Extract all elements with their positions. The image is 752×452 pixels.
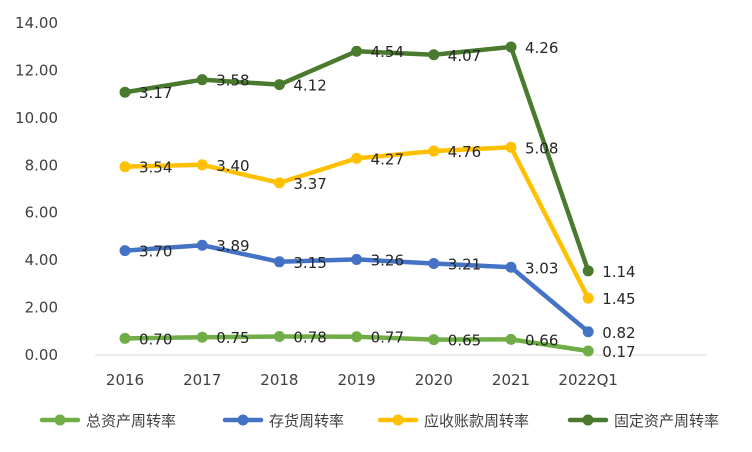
- data-label: 0.65: [448, 332, 481, 350]
- data-point: [119, 161, 131, 173]
- data-label: 0.70: [139, 330, 172, 348]
- legend-swatch-marker: [392, 414, 404, 426]
- legend-swatch-marker: [582, 414, 594, 426]
- series-4: [119, 41, 594, 277]
- legend-label: 总资产周转率: [86, 412, 176, 430]
- data-point: [582, 326, 594, 338]
- data-point: [273, 177, 285, 189]
- data-label: 0.66: [525, 331, 558, 349]
- data-point: [196, 159, 208, 171]
- legend: 总资产周转率 存货周转率 应收账款周转率 固定资产周转率: [39, 412, 719, 430]
- data-label: 3.26: [371, 251, 404, 269]
- data-point: [505, 141, 517, 153]
- data-label: 3.58: [216, 72, 249, 90]
- data-point: [273, 331, 285, 343]
- y-tick-label: 6.00: [25, 204, 58, 222]
- data-point: [582, 345, 594, 357]
- data-label-layer: 0.70 0.75 0.78 0.77 0.65 0.66 0.17 3.70 3.89 3.15…: [139, 39, 636, 361]
- legend-item: 总资产周转率: [39, 412, 176, 430]
- data-label: 5.08: [525, 139, 558, 157]
- data-label: 3.70: [139, 243, 172, 261]
- data-point: [351, 331, 363, 343]
- data-label: 3.54: [139, 159, 172, 177]
- data-point: [196, 74, 208, 86]
- data-label: 4.07: [448, 47, 481, 65]
- data-point: [119, 245, 131, 257]
- data-label: 0.17: [602, 343, 635, 361]
- data-label: 0.82: [602, 324, 635, 342]
- data-point: [428, 334, 440, 346]
- data-point: [428, 257, 440, 269]
- data-point: [351, 253, 363, 265]
- data-point: [505, 261, 517, 273]
- data-label: 4.54: [371, 43, 404, 61]
- legend-swatch-marker: [54, 414, 66, 426]
- legend-swatch-marker: [237, 414, 249, 426]
- data-point: [351, 152, 363, 164]
- data-point: [505, 333, 517, 345]
- data-label: 4.26: [525, 39, 558, 57]
- data-label: 4.12: [293, 77, 326, 95]
- data-label: 3.40: [216, 157, 249, 175]
- legend-item: 应收账款周转率: [377, 412, 529, 430]
- legend-label: 应收账款周转率: [424, 412, 529, 430]
- data-point: [582, 265, 594, 277]
- data-point: [273, 256, 285, 268]
- y-tick-label: 8.00: [25, 156, 58, 174]
- y-tick-label: 14.00: [15, 14, 58, 32]
- y-tick-label: 12.00: [15, 61, 58, 79]
- data-point: [428, 49, 440, 61]
- series-3: [119, 141, 594, 304]
- data-point: [351, 45, 363, 57]
- data-label: 0.78: [293, 329, 326, 347]
- x-tick-label: 2017: [183, 371, 221, 389]
- x-tick-label: 2020: [415, 371, 453, 389]
- data-label: 0.75: [216, 329, 249, 347]
- x-tick-label: 2021: [492, 371, 530, 389]
- data-point: [428, 145, 440, 157]
- data-label: 4.76: [448, 143, 481, 161]
- legend-item: 存货周转率: [222, 412, 344, 430]
- data-point: [119, 332, 131, 344]
- legend-label: 固定资产周转率: [614, 412, 719, 430]
- x-tick-label: 2019: [338, 371, 376, 389]
- data-point: [582, 292, 594, 304]
- y-tick-label: 4.00: [25, 251, 58, 269]
- series-layer: [119, 41, 594, 357]
- data-label: 4.27: [371, 150, 404, 168]
- data-label: 1.45: [602, 290, 635, 308]
- data-label: 3.17: [139, 84, 172, 102]
- data-point: [119, 86, 131, 98]
- data-point: [196, 331, 208, 343]
- y-tick-label: 0.00: [25, 346, 58, 364]
- axis-layer: 0.00 2.00 4.00 6.00 8.00 10.00 12.00 14.00 2016 2…: [15, 14, 707, 389]
- data-label: 3.89: [216, 237, 249, 255]
- series-1: [119, 331, 594, 357]
- x-tick-label: 2022Q1: [558, 371, 618, 389]
- y-tick-label: 2.00: [25, 299, 58, 317]
- data-label: 3.03: [525, 259, 558, 277]
- data-label: 1.14: [602, 263, 635, 281]
- data-point: [273, 79, 285, 91]
- x-tick-label: 2016: [106, 371, 144, 389]
- data-label: 3.21: [448, 255, 481, 273]
- x-tick-label: 2018: [260, 371, 298, 389]
- legend-label: 存货周转率: [269, 412, 344, 430]
- data-label: 0.77: [371, 329, 404, 347]
- legend-item: 固定资产周转率: [567, 412, 719, 430]
- data-point: [196, 239, 208, 251]
- series-2: [119, 239, 594, 338]
- y-tick-label: 10.00: [15, 109, 58, 127]
- data-label: 3.37: [293, 175, 326, 193]
- data-label: 3.15: [293, 254, 326, 272]
- data-point: [505, 41, 517, 53]
